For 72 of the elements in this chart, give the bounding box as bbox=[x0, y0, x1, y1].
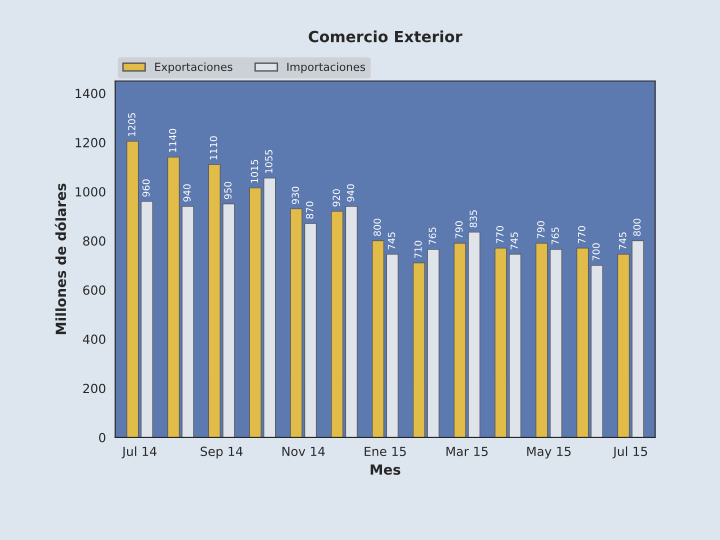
data-label: 1055 bbox=[265, 150, 272, 173]
y-tick-label: 800 bbox=[83, 236, 106, 246]
y-tick-label: 0 bbox=[99, 432, 106, 442]
x-tick-label: Jul 14 bbox=[122, 446, 157, 458]
bar bbox=[264, 178, 276, 438]
bar bbox=[454, 242, 466, 438]
data-label: 930 bbox=[292, 186, 300, 204]
bar bbox=[208, 164, 220, 438]
data-label: 1015 bbox=[250, 160, 258, 183]
bar bbox=[576, 248, 589, 438]
bar bbox=[494, 248, 507, 438]
data-label: 710 bbox=[414, 240, 422, 258]
data-label: 745 bbox=[619, 232, 626, 250]
y-tick-label: 1400 bbox=[76, 88, 106, 98]
bar bbox=[304, 223, 317, 438]
x-axis-title: Mes bbox=[370, 464, 400, 475]
legend-label: Importaciones bbox=[287, 62, 366, 74]
y-axis-title: Millones de dólares bbox=[54, 184, 66, 334]
bar bbox=[167, 156, 180, 438]
y-tick-label: 200 bbox=[83, 384, 106, 394]
x-tick-label: Mar 15 bbox=[446, 446, 488, 456]
chart-title: Comercio Exterior bbox=[308, 30, 462, 42]
x-tick-label: Sep 14 bbox=[200, 446, 243, 459]
bar bbox=[126, 140, 139, 438]
data-label: 790 bbox=[455, 221, 463, 238]
y-tick-label: 600 bbox=[83, 285, 106, 295]
bar bbox=[468, 232, 480, 438]
data-label: 745 bbox=[388, 232, 396, 250]
x-tick-label: Nov 14 bbox=[282, 446, 325, 456]
y-tick-label: 1000 bbox=[76, 187, 106, 197]
y-tick-label: 400 bbox=[82, 334, 106, 344]
bar bbox=[345, 206, 358, 438]
data-label: 800 bbox=[633, 218, 641, 236]
data-label: 700 bbox=[592, 243, 600, 260]
bar bbox=[249, 188, 262, 438]
bar bbox=[140, 201, 153, 438]
bar bbox=[222, 204, 235, 438]
bar bbox=[386, 254, 398, 438]
bar bbox=[632, 240, 644, 438]
x-tick-label: Ene 15 bbox=[364, 446, 406, 456]
data-label: 920 bbox=[332, 189, 340, 206]
bar bbox=[590, 264, 603, 438]
bar bbox=[536, 242, 548, 438]
bar bbox=[509, 254, 522, 438]
data-label: 765 bbox=[428, 227, 436, 244]
data-label: 940 bbox=[183, 184, 191, 202]
data-label: 1140 bbox=[168, 128, 176, 152]
x-tick-label: Jul 15 bbox=[612, 446, 648, 458]
data-label: 770 bbox=[496, 226, 504, 244]
x-tick-label: May 15 bbox=[527, 446, 571, 459]
bar bbox=[550, 249, 562, 438]
data-label: 835 bbox=[470, 210, 477, 228]
bar bbox=[182, 206, 194, 438]
data-label: 870 bbox=[306, 201, 314, 219]
data-label: 800 bbox=[374, 218, 381, 236]
data-label: 950 bbox=[224, 182, 232, 200]
bar bbox=[617, 254, 630, 438]
bar bbox=[290, 208, 302, 438]
data-label: 960 bbox=[142, 179, 150, 197]
bar bbox=[331, 210, 344, 438]
y-tick-label: 1200 bbox=[76, 138, 106, 148]
data-label: 940 bbox=[346, 184, 354, 202]
data-label: 765 bbox=[551, 227, 559, 244]
bar bbox=[427, 249, 440, 438]
legend-label: Exportaciones bbox=[155, 62, 232, 74]
data-label: 745 bbox=[510, 232, 518, 250]
data-label: 770 bbox=[578, 226, 586, 244]
bar bbox=[412, 262, 426, 438]
data-label: 790 bbox=[537, 221, 544, 238]
data-label: 1110 bbox=[210, 136, 218, 160]
bar bbox=[372, 240, 384, 438]
data-label: 1205 bbox=[128, 113, 136, 136]
